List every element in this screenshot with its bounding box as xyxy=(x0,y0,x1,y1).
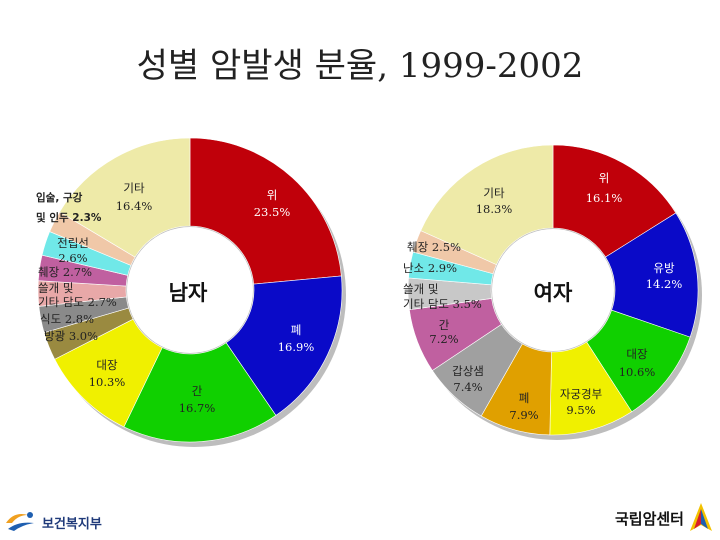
female-label-other: 기타 xyxy=(483,186,505,200)
male-label-colon-pct: 10.3% xyxy=(89,375,126,389)
female-label-cervix: 자궁경부 xyxy=(560,387,602,401)
page-title: 성별 암발생 분율, 1999-2002 xyxy=(136,46,584,86)
female-donut-hole xyxy=(492,229,614,351)
male-slice-0 xyxy=(189,137,342,285)
female-label-gallbladder-1: 쓸개 및 xyxy=(403,282,438,296)
ncc-logo: 국립암센터 xyxy=(615,500,714,536)
female-label-lung-pct: 7.9% xyxy=(509,408,538,422)
male-label-other-pct: 16.4% xyxy=(116,199,153,213)
female-label-breast-pct: 14.2% xyxy=(646,277,683,291)
female-slice-0 xyxy=(552,144,677,258)
female-slice-10 xyxy=(420,144,554,265)
male-slice-10 xyxy=(59,137,191,258)
male-label-lip-2: 및 인두 2.3% xyxy=(36,211,102,224)
female-label-lung: 폐 xyxy=(519,391,530,405)
male-label-bladder: 방광 3.0% xyxy=(44,329,98,343)
male-label-pancreas: 췌장 2.7% xyxy=(38,265,92,279)
female-label-cervix-pct: 9.5% xyxy=(566,403,595,417)
female-label-liver: 간 xyxy=(439,318,450,332)
female-label-thyroid: 갑상샘 xyxy=(452,364,484,378)
ncc-logo-text: 국립암센터 xyxy=(614,509,684,528)
female-label-ovary: 난소 2.9% xyxy=(403,261,457,275)
center-label-female: 여자 xyxy=(534,281,573,305)
ministry-logo: 보건복지부 xyxy=(4,508,102,536)
donut-chart-male xyxy=(37,137,346,447)
male-label-prostate-2: 2.6% xyxy=(58,251,87,265)
donut-chart-female xyxy=(407,144,702,440)
male-slice-2 xyxy=(123,342,277,443)
male-slice-1 xyxy=(225,275,343,416)
male-label-prostate-1: 전립선 xyxy=(57,236,89,250)
male-label-other: 기타 xyxy=(123,181,145,195)
male-label-gallbladder-2: 기타 담도 2.7% xyxy=(38,295,117,309)
male-donut-hole xyxy=(127,227,253,353)
female-label-other-pct: 18.3% xyxy=(476,202,513,216)
female-label-breast: 유방 xyxy=(653,261,675,275)
center-label-male: 남자 xyxy=(169,281,208,305)
male-label-lip-1: 입술, 구강 xyxy=(36,191,83,204)
male-label-esophagus: 식도 2.8% xyxy=(40,312,94,326)
male-label-lung-pct: 16.9% xyxy=(278,340,315,354)
female-label-colon: 대장 xyxy=(626,347,648,361)
ministry-logo-text: 보건복지부 xyxy=(42,516,102,532)
ministry-emblem-icon xyxy=(6,512,34,531)
female-label-thyroid-pct: 7.4% xyxy=(453,380,482,394)
male-label-gallbladder-1: 쓸개 및 xyxy=(38,281,73,295)
female-label-liver-pct: 7.2% xyxy=(429,332,458,346)
male-label-stomach-pct: 23.5% xyxy=(254,205,291,219)
female-label-pancreas: 췌장 2.5% xyxy=(407,240,461,254)
male-label-liver: 간 xyxy=(192,384,203,398)
female-label-colon-pct: 10.6% xyxy=(619,365,656,379)
ncc-emblem-icon xyxy=(690,503,712,531)
male-label-lung: 폐 xyxy=(291,323,302,337)
female-label-stomach: 위 xyxy=(599,171,610,185)
male-label-stomach: 위 xyxy=(267,188,278,202)
male-label-colon: 대장 xyxy=(96,358,118,372)
female-label-gallbladder-2: 기타 담도 3.5% xyxy=(403,297,482,311)
male-label-liver-pct: 16.7% xyxy=(179,401,216,415)
female-label-stomach-pct: 16.1% xyxy=(586,191,623,205)
